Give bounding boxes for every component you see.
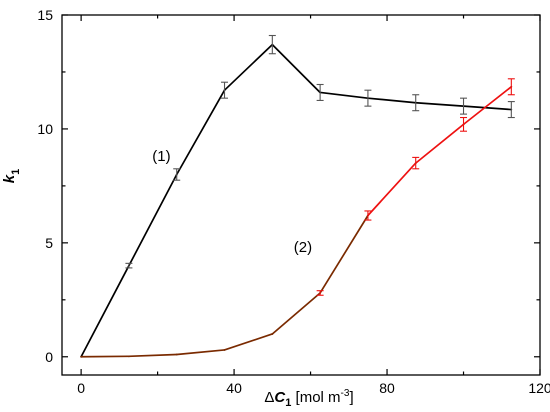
y-tick-label: 0 <box>45 349 53 365</box>
data-point <box>223 349 226 351</box>
chart-annotations: (1) (2) <box>152 148 312 256</box>
y-tick-label: 10 <box>37 121 53 137</box>
series-2-segment <box>319 214 369 294</box>
x-tick-label: 120 <box>528 380 550 396</box>
series-1 <box>80 34 515 358</box>
series-2-segment <box>175 349 226 356</box>
error-bar <box>412 94 420 112</box>
series-2-segment <box>462 85 513 126</box>
series-1-segment <box>128 173 178 267</box>
error-bar <box>364 89 372 107</box>
data-point <box>128 355 130 358</box>
series-1-segment <box>414 101 465 107</box>
series-2-segment <box>367 162 417 217</box>
error-bar <box>460 116 468 132</box>
error-bar <box>316 83 324 101</box>
series-1-segment <box>175 89 226 176</box>
series-2-segment <box>223 333 274 351</box>
error-bar <box>173 168 181 181</box>
y-tick-label: 15 <box>37 7 53 23</box>
series-label-annotation: (1) <box>152 148 170 165</box>
plot-frame <box>61 14 541 376</box>
chart-series <box>80 34 515 358</box>
x-tick-label: 0 <box>77 380 85 396</box>
series-2 <box>80 78 515 358</box>
series-1-segment <box>367 97 417 104</box>
x-tick-label: 40 <box>226 380 242 396</box>
series-1-segment <box>271 43 321 94</box>
series-2-segment <box>414 123 465 164</box>
error-bar <box>268 34 276 55</box>
error-bar <box>460 97 468 115</box>
chart-axes: 0 40 80 120 0 5 10 15 <box>37 7 550 396</box>
series-1-segment <box>223 43 274 92</box>
series-2-segment <box>128 353 178 358</box>
series-1-segment <box>319 91 369 100</box>
data-point <box>175 353 178 356</box>
y-axis-label: k1 <box>1 169 22 183</box>
series-label-annotation: (2) <box>294 239 312 256</box>
error-bar <box>125 262 133 269</box>
series-1-segment <box>462 105 513 111</box>
series-1-segment <box>80 264 130 358</box>
error-bar <box>507 78 515 96</box>
y-tick-label: 5 <box>45 235 53 251</box>
error-bar <box>412 156 420 170</box>
series-2-segment <box>271 292 321 335</box>
x-tick-label: 80 <box>379 380 395 396</box>
error-bar <box>221 81 229 99</box>
data-point <box>80 355 82 358</box>
error-bar <box>507 101 515 119</box>
x-axis-label: ΔC1 [mol m-3] <box>264 388 353 409</box>
error-bar <box>364 210 372 221</box>
error-bar <box>316 290 324 296</box>
data-point <box>271 333 274 335</box>
